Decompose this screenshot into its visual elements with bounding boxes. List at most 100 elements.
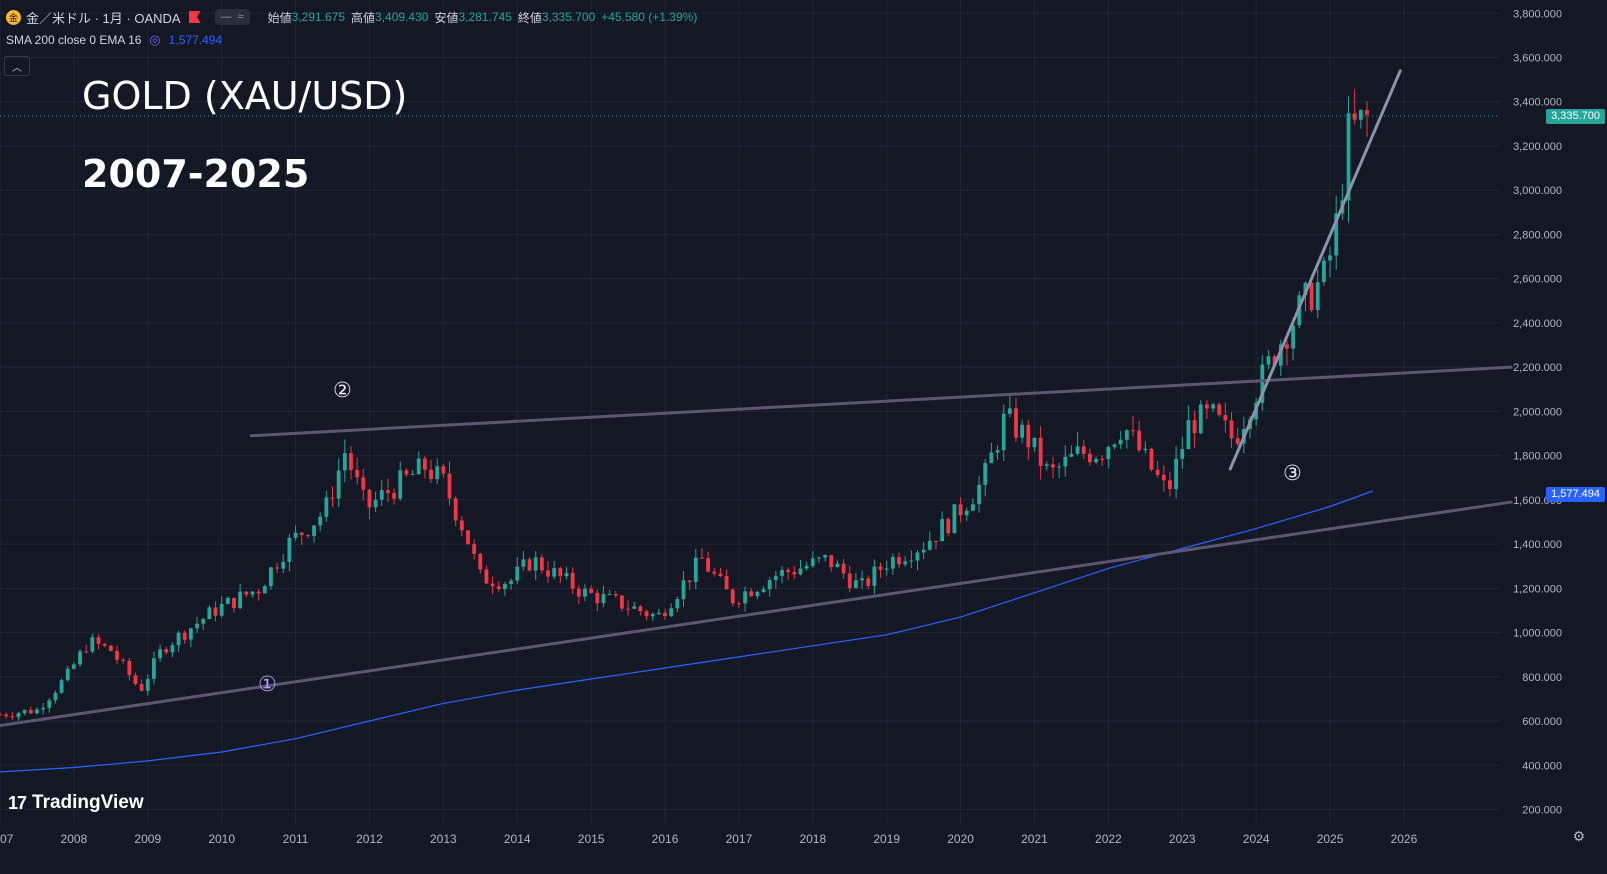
- candle-body: [65, 668, 70, 681]
- candle-body: [1044, 464, 1049, 467]
- candle-body: [761, 589, 766, 592]
- candle-body: [1014, 408, 1018, 438]
- candle-body: [84, 651, 89, 653]
- candle-body: [219, 603, 224, 616]
- candle-body: [601, 594, 606, 604]
- candle-body: [1075, 446, 1080, 454]
- candle-body: [35, 709, 39, 714]
- trendline-1-marker: ①: [258, 672, 277, 696]
- candle-body: [1204, 404, 1209, 409]
- candle-body: [324, 497, 329, 517]
- candle-body: [410, 474, 415, 476]
- candle-body: [958, 504, 963, 516]
- candle-body: [878, 566, 883, 570]
- indicator-label[interactable]: SMA 200 close 0 EMA 16: [6, 33, 142, 47]
- candle-body: [854, 580, 858, 589]
- symbol-title[interactable]: 金／米ドル · 1月 · OANDA: [26, 10, 181, 26]
- candle-body: [22, 709, 27, 714]
- candle-body: [1309, 282, 1314, 311]
- candle-body: [995, 450, 1000, 453]
- candle-body: [250, 591, 255, 595]
- candle-body: [1235, 438, 1240, 444]
- candle-body: [1069, 453, 1074, 457]
- candle-body: [232, 597, 236, 609]
- candle-body: [441, 466, 446, 474]
- candle-body: [355, 469, 360, 478]
- candle-body: [521, 559, 526, 567]
- candle-body: [884, 568, 889, 570]
- candle-body: [1192, 420, 1197, 434]
- candle-body: [1272, 356, 1277, 366]
- candle-body: [47, 700, 52, 708]
- candle-body: [0, 714, 2, 716]
- candle-body: [188, 628, 193, 640]
- candle-body: [16, 713, 21, 718]
- candle-body: [330, 497, 335, 499]
- candle-body: [1266, 356, 1271, 365]
- candle-body: [626, 608, 630, 610]
- candle-body: [1217, 404, 1222, 415]
- candle-body: [669, 608, 674, 617]
- low-value: 3,281.745: [458, 10, 512, 24]
- symbol-header[interactable]: 金 金／米ドル · 1月 · OANDA — ≈ 始値 3,291.675 高値…: [6, 7, 703, 27]
- candle-body: [1358, 109, 1363, 120]
- candle-body: [570, 572, 575, 589]
- candle-body: [1081, 446, 1086, 454]
- candle-body: [835, 563, 840, 568]
- candle-body: [1168, 480, 1172, 490]
- candle-body: [1112, 444, 1117, 447]
- candle-body: [773, 575, 778, 581]
- candle-body: [293, 532, 298, 538]
- y-axis-tick-label: 2,400.000: [1513, 318, 1562, 330]
- candle-body: [1223, 414, 1228, 421]
- candle-body: [342, 453, 347, 471]
- candle-body: [133, 675, 138, 685]
- candle-body: [539, 557, 544, 571]
- low-label: 安値: [434, 10, 459, 25]
- candle-body: [1124, 430, 1129, 440]
- candle-body: [213, 607, 218, 616]
- candle-body: [755, 591, 760, 597]
- y-axis-tick-label: 800.000: [1522, 672, 1562, 684]
- x-axis-tick-label: 2021: [1021, 832, 1048, 846]
- minus-icon[interactable]: —: [220, 11, 232, 23]
- candle-body: [367, 489, 372, 508]
- candle-body: [749, 591, 754, 597]
- candle-body: [564, 572, 569, 577]
- settings-icon[interactable]: ⚙: [1572, 828, 1585, 844]
- candle-body: [1174, 458, 1179, 490]
- candle-body: [472, 544, 477, 554]
- candle-body: [810, 558, 815, 566]
- candle-body: [96, 637, 101, 644]
- visibility-toggle[interactable]: — ≈: [214, 9, 250, 25]
- tradingview-mark-icon: 17: [8, 792, 27, 813]
- flag-icon[interactable]: [188, 11, 201, 23]
- candle-body: [422, 458, 427, 470]
- candle-body: [977, 484, 981, 505]
- x-axis-tick-label: 2026: [1391, 832, 1418, 846]
- y-axis-tick-label: 1,400.000: [1513, 539, 1562, 551]
- candle-body: [275, 567, 280, 569]
- candle-body: [823, 555, 828, 558]
- candle-body: [1303, 282, 1308, 296]
- candle-body: [558, 568, 563, 577]
- trendline-2-marker: ②: [333, 378, 352, 402]
- trendline-1: [0, 500, 1513, 727]
- approx-icon[interactable]: ≈: [237, 11, 244, 23]
- candle-body: [1007, 408, 1012, 414]
- candle-body: [299, 532, 304, 536]
- candle-body: [1229, 420, 1234, 439]
- tradingview-logo[interactable]: 17 TradingView: [8, 792, 144, 814]
- candle-body: [1315, 282, 1320, 311]
- collapse-legend-button[interactable]: ︿: [4, 56, 30, 76]
- x-axis-tick-label: 2007: [0, 832, 14, 846]
- candle-body: [53, 692, 58, 701]
- candle-body: [1020, 424, 1025, 438]
- indicator-legend[interactable]: SMA 200 close 0 EMA 16 ◎ 1,577.494: [6, 32, 222, 48]
- trendline-3: [1228, 69, 1402, 471]
- y-axis-tick-label: 3,000.000: [1513, 185, 1562, 197]
- tradingview-logo-text: TradingView: [32, 792, 144, 813]
- candle-body: [1038, 437, 1043, 467]
